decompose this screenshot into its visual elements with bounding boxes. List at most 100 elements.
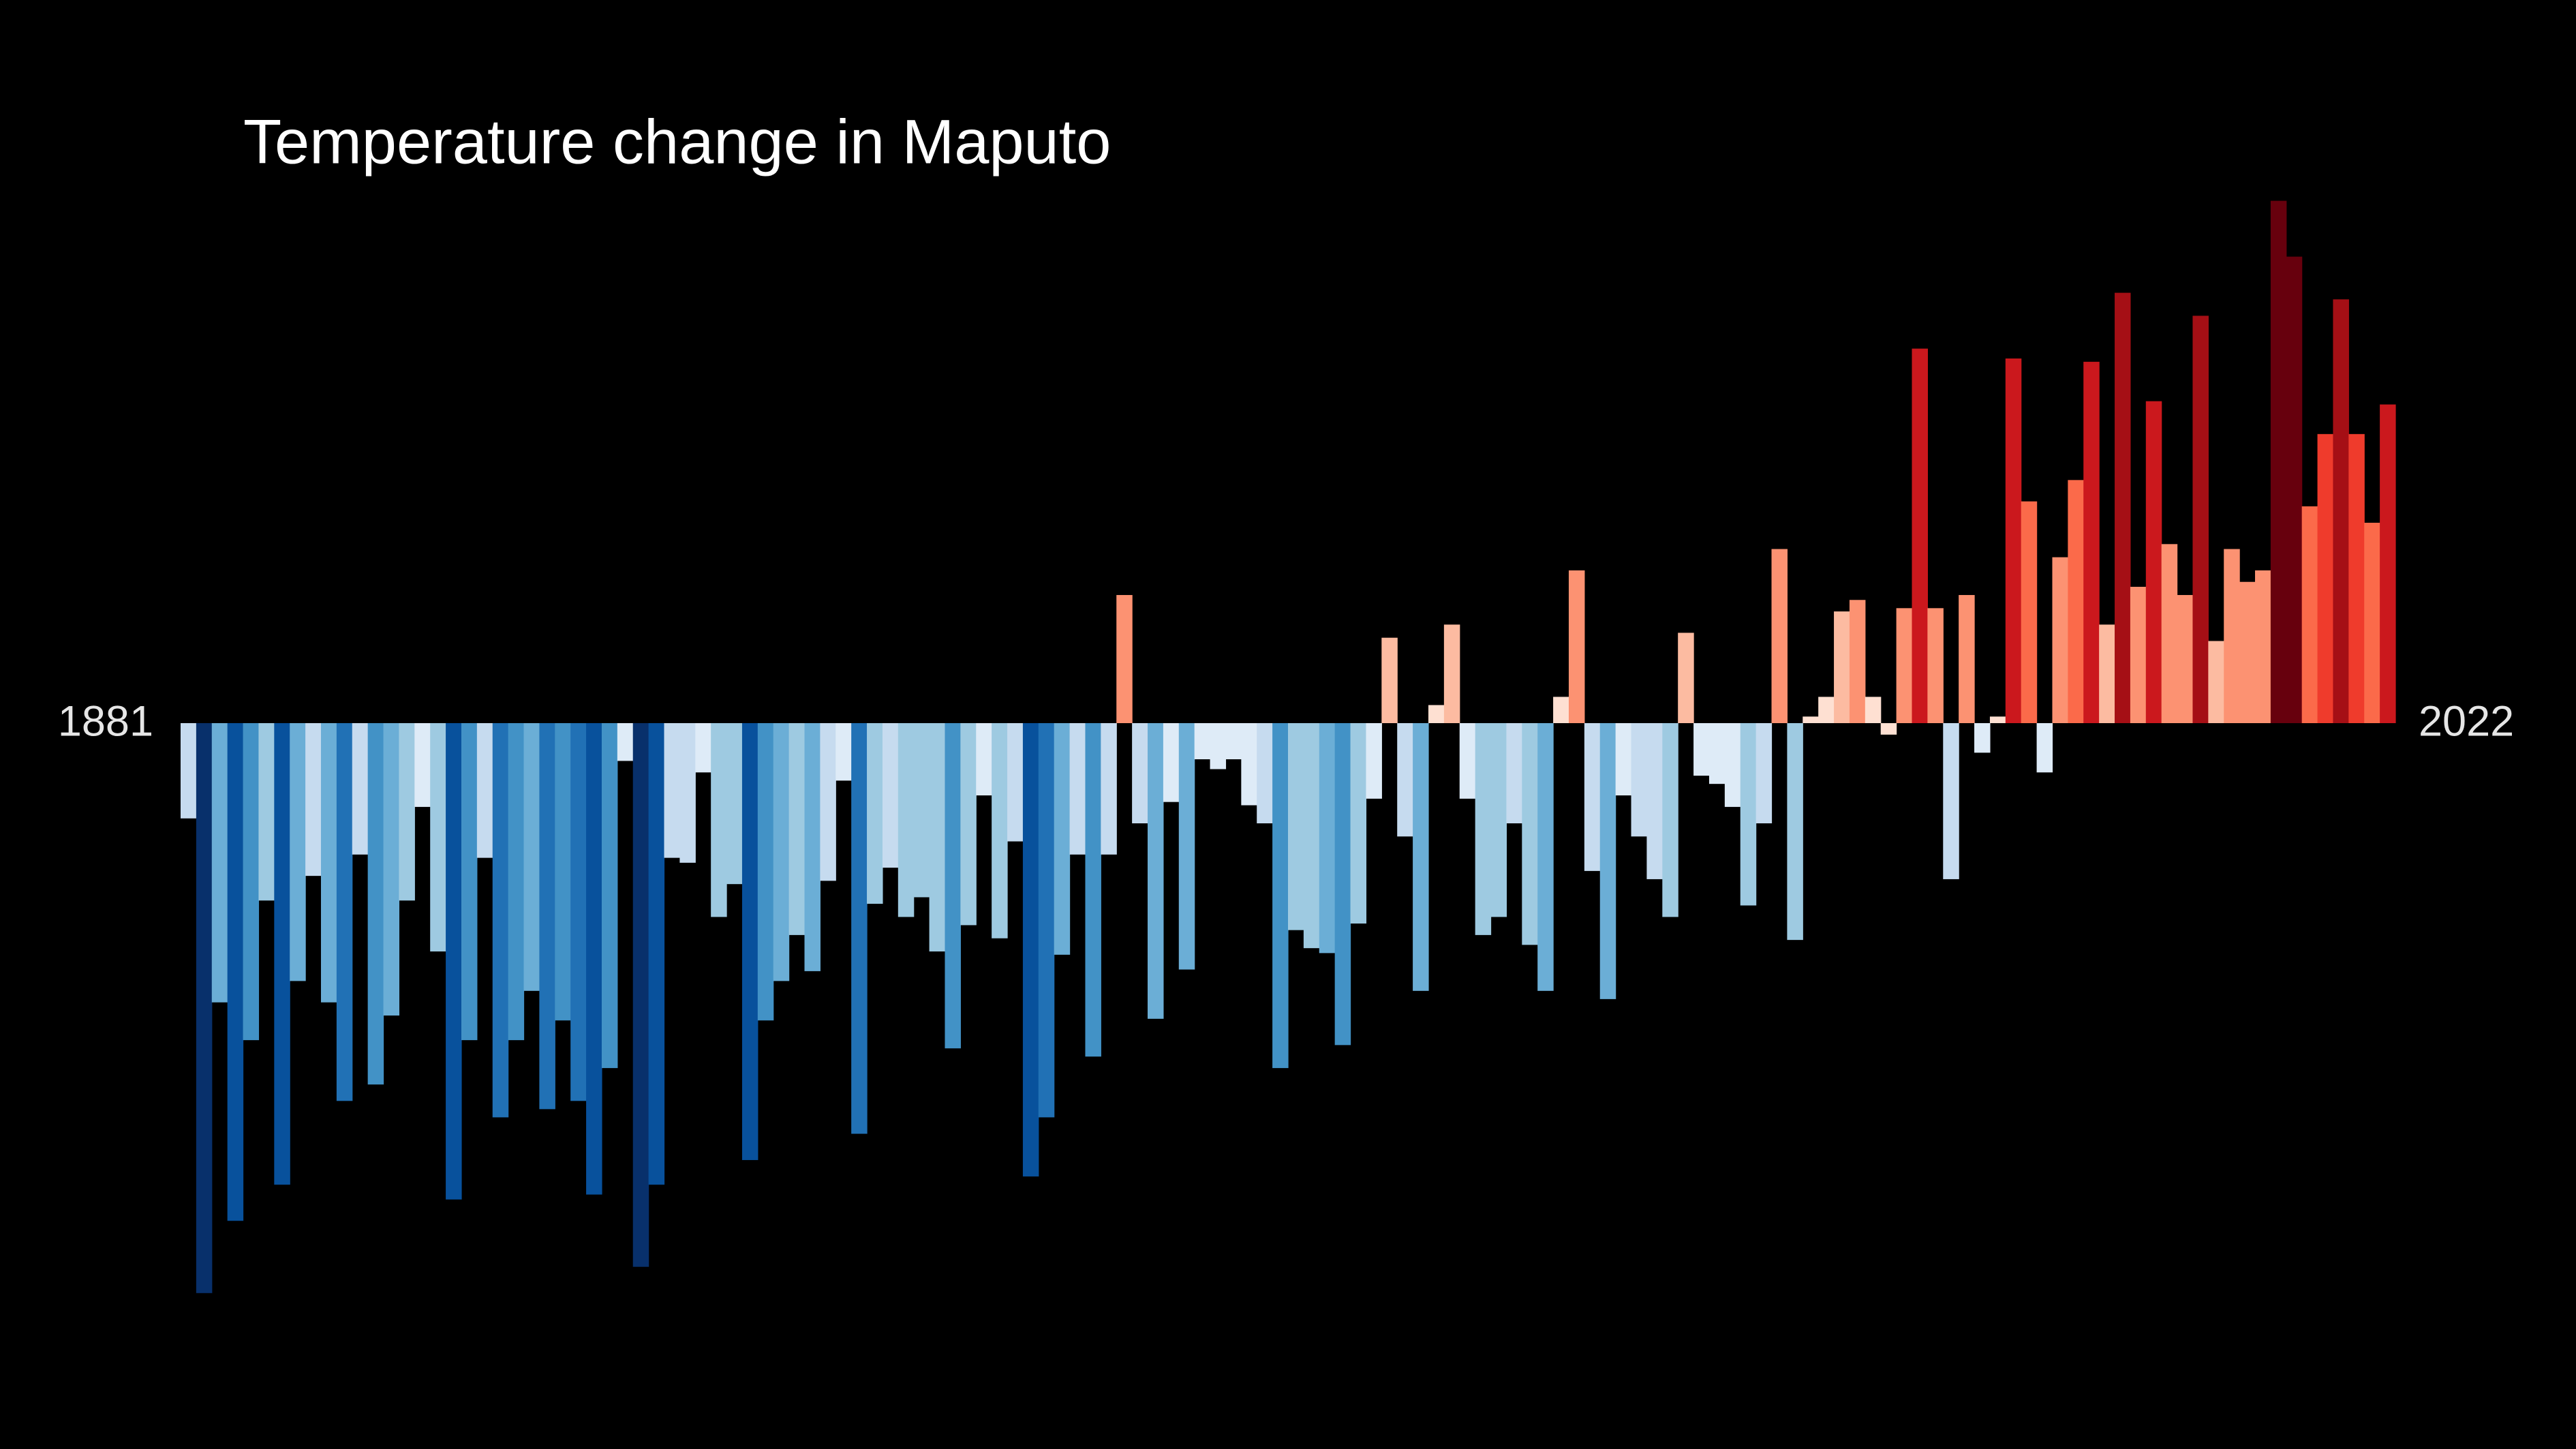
bar [1397, 723, 1413, 837]
bar [601, 723, 618, 1069]
bar [570, 723, 587, 1101]
bar [430, 723, 446, 951]
bar [648, 723, 665, 1185]
bar [1522, 723, 1538, 945]
bar [2036, 723, 2053, 773]
bar [1693, 723, 1710, 776]
bar [1880, 723, 1897, 735]
bar [1755, 723, 1773, 824]
bar [1646, 723, 1663, 879]
bar [1069, 723, 1086, 855]
bar [664, 723, 680, 858]
bar [181, 723, 197, 819]
bar [788, 723, 806, 935]
bar [1740, 723, 1757, 906]
bar [586, 723, 602, 1195]
bar [726, 723, 743, 885]
bar [1631, 723, 1648, 837]
bar [2208, 641, 2224, 723]
bar [2177, 595, 2194, 723]
bar [1194, 723, 1211, 760]
bar [2145, 401, 2162, 723]
bar [1116, 595, 1133, 723]
bar [1428, 705, 1445, 723]
bar [2380, 404, 2396, 723]
bar [2192, 316, 2209, 723]
bar [1599, 723, 1616, 999]
bar [1849, 600, 1866, 723]
bar [1974, 723, 1991, 753]
bar [695, 723, 711, 773]
bar [2286, 256, 2303, 723]
bar [211, 723, 228, 1003]
bar [632, 723, 649, 1267]
chart-title: Temperature change in Maputo [243, 107, 1111, 177]
bar [835, 723, 852, 781]
bar [2224, 549, 2240, 723]
bar [320, 723, 337, 1003]
bar [2239, 581, 2256, 723]
bar [2021, 501, 2038, 723]
bar [1678, 632, 1694, 723]
bar [1210, 723, 1227, 769]
bar [2364, 522, 2380, 723]
bar [882, 723, 899, 868]
bar [617, 723, 634, 761]
bar [757, 723, 774, 1021]
bar [1568, 570, 1585, 723]
bar [461, 723, 478, 1041]
bar [992, 723, 1008, 939]
bar [913, 723, 930, 898]
bar [1803, 716, 1819, 723]
bar [976, 723, 992, 796]
bar [929, 723, 946, 951]
bar [1506, 723, 1522, 824]
bar [2333, 299, 2349, 724]
bar [383, 723, 400, 1016]
bar [867, 723, 883, 904]
bar [1927, 608, 1944, 723]
bar [2270, 200, 2287, 723]
bar [1490, 723, 1507, 917]
bar [290, 723, 306, 981]
bar [1148, 723, 1164, 1019]
bar [243, 723, 260, 1041]
bar [2083, 361, 2100, 723]
bar [960, 723, 977, 926]
bar [1022, 723, 1039, 1177]
bar [2161, 544, 2178, 723]
bar [1381, 637, 1398, 723]
bar [1896, 608, 1913, 723]
bar [711, 723, 727, 917]
bar [1943, 723, 1959, 879]
bar [539, 723, 555, 1110]
bar [227, 723, 244, 1221]
bar [1724, 723, 1741, 807]
bar [305, 723, 322, 876]
bar [1272, 723, 1289, 1069]
bar [1475, 723, 1492, 935]
bar [2317, 433, 2334, 723]
bar [1054, 723, 1071, 955]
bar [945, 723, 961, 1049]
bar [336, 723, 353, 1101]
bar [1101, 723, 1117, 855]
bar [1818, 697, 1835, 723]
bar [1303, 723, 1320, 949]
bar [1085, 723, 1101, 1057]
bar [1662, 723, 1678, 917]
bar [414, 723, 431, 807]
bar [555, 723, 571, 1021]
bar [741, 723, 758, 1161]
bar [1288, 723, 1304, 930]
start-year-label: 1881 [58, 698, 153, 746]
bar [1989, 716, 2006, 723]
bar [492, 723, 509, 1118]
bar [679, 723, 696, 863]
bar [508, 723, 525, 1041]
bar [1787, 723, 1803, 941]
bar [274, 723, 290, 1185]
bar [2255, 570, 2271, 723]
